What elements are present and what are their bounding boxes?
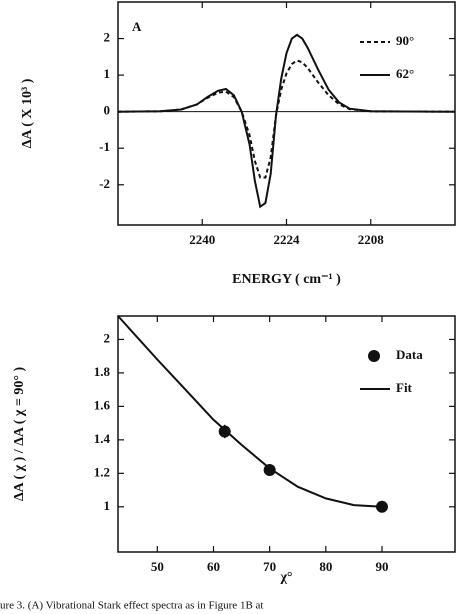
x-tick-label: 50 <box>151 559 164 574</box>
x-axis-label: χ° <box>279 570 292 585</box>
x-tick-label: 70 <box>263 559 276 574</box>
legend-label: 62° <box>396 66 414 81</box>
legend-marker <box>368 350 380 362</box>
x-tick-label: 60 <box>207 559 220 574</box>
y-tick-label: 1 <box>104 66 111 81</box>
x-axis-label: ENERGY ( cm⁻¹ ) <box>232 272 341 287</box>
y-tick-label: 1.6 <box>94 397 111 412</box>
y-tick-label: 1.4 <box>94 431 111 446</box>
legend-label: Fit <box>396 380 413 395</box>
y-tick-label: 1 <box>104 498 111 513</box>
y-axis-label: ΔA ( X 10³ ) <box>20 78 35 148</box>
x-tick-label: 2240 <box>189 232 215 247</box>
x-tick-label: 2224 <box>274 232 301 247</box>
data-line <box>117 33 456 209</box>
data-point <box>218 425 231 438</box>
y-axis-label: ΔA ( χ ) / ΔA ( χ = 90° ) <box>12 367 27 502</box>
legend-label: Data <box>396 347 423 362</box>
y-tick-label: -1 <box>99 139 110 154</box>
y-tick-label: 1.2 <box>94 464 110 479</box>
y-tick-label: -2 <box>99 176 110 191</box>
legend-label: 90° <box>396 33 414 48</box>
data-line <box>117 59 456 179</box>
x-tick-label: 2208 <box>358 232 385 247</box>
y-tick-label: 1.8 <box>94 364 111 379</box>
data-line <box>117 315 383 508</box>
x-tick-label: 90 <box>375 559 388 574</box>
panel-label: A <box>132 19 142 34</box>
caption: ure 3. (A) Vibrational Stark effect spec… <box>0 600 263 612</box>
x-tick-label: 80 <box>319 559 332 574</box>
plot-frame <box>117 315 456 553</box>
y-tick-label: 2 <box>104 30 111 45</box>
y-tick-label: 0 <box>104 103 111 118</box>
y-tick-label: 2 <box>104 330 111 345</box>
